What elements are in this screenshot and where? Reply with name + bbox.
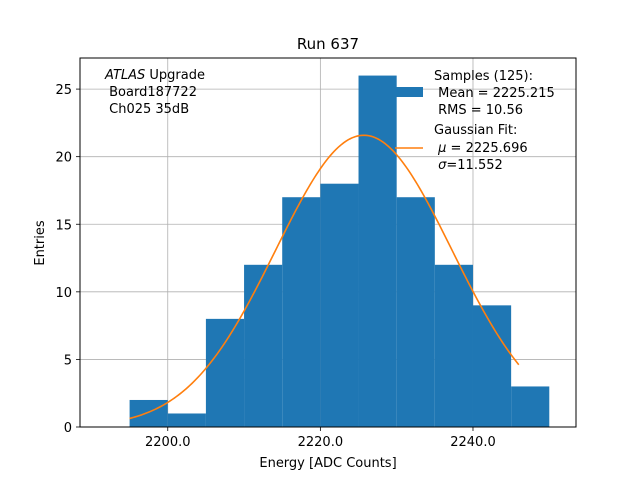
histogram-bar <box>167 413 206 427</box>
sigma-symbol: σ <box>438 158 447 173</box>
y-axis: 0 5 10 15 20 25 <box>55 83 80 436</box>
upgrade-label: Upgrade <box>145 68 205 83</box>
legend-fit-title: Gaussian Fit: <box>434 123 517 138</box>
histogram-bar <box>472 305 512 427</box>
y-tick-label: 10 <box>55 286 72 301</box>
histogram-bar <box>396 197 435 427</box>
sigma-value: =11.552 <box>446 158 502 173</box>
x-tick-label: 2220.0 <box>298 435 344 450</box>
atlas-label: ATLAS <box>104 68 145 83</box>
legend-samples-title: Samples (125): <box>434 69 533 84</box>
x-axis: 2200.0 2220.0 2240.0 <box>145 427 496 450</box>
plot-frame <box>79 57 577 428</box>
y-tick-label: 15 <box>55 218 72 233</box>
y-tick-label: 0 <box>64 421 72 436</box>
atlas-annotation: ATLAS Upgrade Board187722 Ch025 35dB <box>104 68 205 117</box>
histogram-bar <box>511 386 550 427</box>
histogram-bar <box>129 399 168 427</box>
x-tick-label: 2200.0 <box>145 435 191 450</box>
x-tick-label: 2240.0 <box>450 435 496 450</box>
y-tick-label: 5 <box>64 353 72 368</box>
legend-fit-sigma: σ=11.552 <box>434 158 503 173</box>
histogram-bar <box>282 197 321 427</box>
legend-fit-mu: μ = 2225.696 <box>434 141 528 156</box>
annotation-line-1: ATLAS Upgrade <box>104 68 205 83</box>
legend-samples-rms: RMS = 10.56 <box>434 103 523 118</box>
y-tick-label: 20 <box>55 151 72 166</box>
annotation-board: Board187722 <box>105 85 197 100</box>
y-tick-label: 25 <box>55 83 72 98</box>
legend-samples-mean: Mean = 2225.215 <box>434 86 555 101</box>
mu-symbol: μ <box>437 141 446 156</box>
histogram-bar <box>244 264 283 427</box>
legend: Samples (125): Mean = 2225.215 RMS = 10.… <box>395 69 555 173</box>
gaussian-fit-curve <box>129 134 520 420</box>
gaussian-fit <box>129 134 520 420</box>
histogram-bar <box>358 75 397 428</box>
x-axis-label: Energy [ADC Counts] <box>259 456 396 471</box>
histogram-bar <box>320 183 359 427</box>
y-axis-label: Entries <box>33 220 48 266</box>
histogram-bar <box>205 318 245 427</box>
annotation-channel: Ch025 35dB <box>105 102 189 117</box>
mu-value: = 2225.696 <box>446 141 527 156</box>
histogram-bar <box>434 264 473 427</box>
chart-title: Run 637 <box>297 35 359 53</box>
legend-samples-patch <box>395 87 423 97</box>
